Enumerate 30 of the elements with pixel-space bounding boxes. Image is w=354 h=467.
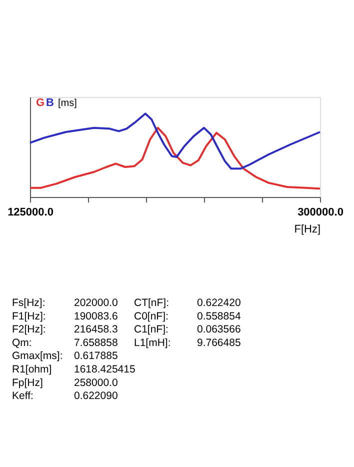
- text: 1618.425415: [74, 364, 136, 376]
- text: C1[nF]:: [134, 324, 168, 336]
- x-tick-label: 300000.0: [298, 206, 344, 218]
- text: 0.622090: [74, 390, 118, 402]
- text: R1[ohm]: [12, 364, 52, 376]
- text: 0.617885: [74, 350, 118, 362]
- text: Keff:: [12, 390, 34, 402]
- y-axis-title: [ms]: [58, 98, 78, 109]
- text: Fp[Hz]: [12, 376, 44, 389]
- text: 0.622420: [197, 297, 241, 309]
- text: 190083.6: [74, 310, 118, 322]
- text: F2[Hz]:: [12, 324, 46, 336]
- text: B: [46, 97, 54, 109]
- text: 9.766485: [197, 336, 241, 349]
- text: CT[nF]:: [134, 297, 170, 309]
- text: 202000.0: [74, 297, 118, 309]
- text: Qm:: [12, 336, 32, 349]
- x-tick-label: 125000.0: [8, 206, 54, 218]
- text: 7.658858: [74, 336, 118, 349]
- text: 216458.3: [74, 324, 118, 336]
- text: Fs[Hz]:: [12, 297, 46, 309]
- text: G: [36, 97, 45, 109]
- text: L1[mH]:: [134, 336, 171, 349]
- text: C0[nF]:: [134, 310, 168, 322]
- text: 258000.0: [74, 376, 118, 389]
- text: 0.558854: [197, 310, 241, 322]
- x-axis-title: F[Hz]: [294, 224, 320, 236]
- text: F1[Hz]:: [12, 310, 46, 322]
- text: 0.063566: [197, 324, 241, 336]
- text: Gmax[ms]:: [12, 350, 63, 362]
